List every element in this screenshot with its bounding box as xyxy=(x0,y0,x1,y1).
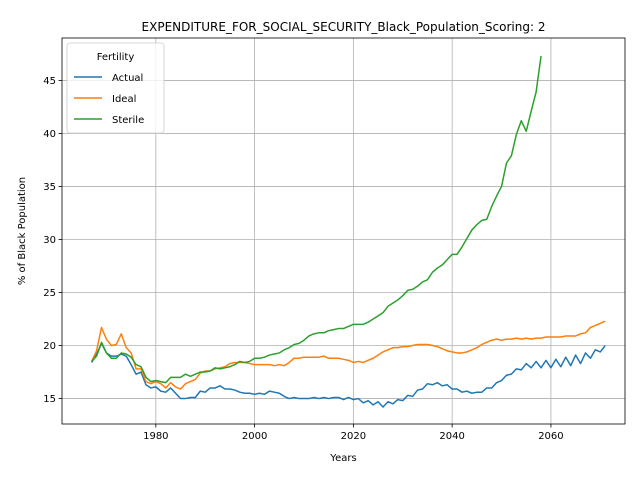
y-axis-label: % of Black Population xyxy=(17,177,28,285)
axis-ticks: 1980 2000 2020 2040 2060 15 20 25 30 35 40 45 xyxy=(43,76,563,442)
legend-label-actual: Actual xyxy=(112,73,143,84)
legend-label-sterile: Sterile xyxy=(112,115,144,126)
legend-title: Fertility xyxy=(97,52,135,63)
x-tick-label: 2060 xyxy=(538,431,563,442)
grid xyxy=(62,38,625,424)
x-tick-label: 2040 xyxy=(439,431,464,442)
x-tick-label: 2000 xyxy=(242,431,267,442)
y-tick-label: 30 xyxy=(43,235,56,246)
legend-box xyxy=(66,42,165,134)
y-tick-label: 45 xyxy=(43,76,56,87)
series-line-ideal xyxy=(90,320,606,390)
y-tick-label: 20 xyxy=(43,341,56,352)
plot-frame xyxy=(61,37,626,425)
y-tick-label: 40 xyxy=(43,129,56,140)
series-group xyxy=(90,55,606,408)
y-tick-label: 15 xyxy=(43,394,56,405)
legend: Fertility Actual Ideal Sterile xyxy=(66,42,165,134)
x-axis-label: Years xyxy=(329,453,356,464)
legend-label-ideal: Ideal xyxy=(112,94,136,105)
series-line-actual xyxy=(90,342,606,408)
y-tick-label: 25 xyxy=(43,288,56,299)
x-tick-label: 1980 xyxy=(143,431,168,442)
series-line-sterile xyxy=(91,55,542,384)
y-tick-label: 35 xyxy=(43,182,56,193)
chart-title: EXPENDITURE_FOR_SOCIAL_SECURITY_Black_Po… xyxy=(142,20,546,34)
x-tick-label: 2020 xyxy=(341,431,366,442)
